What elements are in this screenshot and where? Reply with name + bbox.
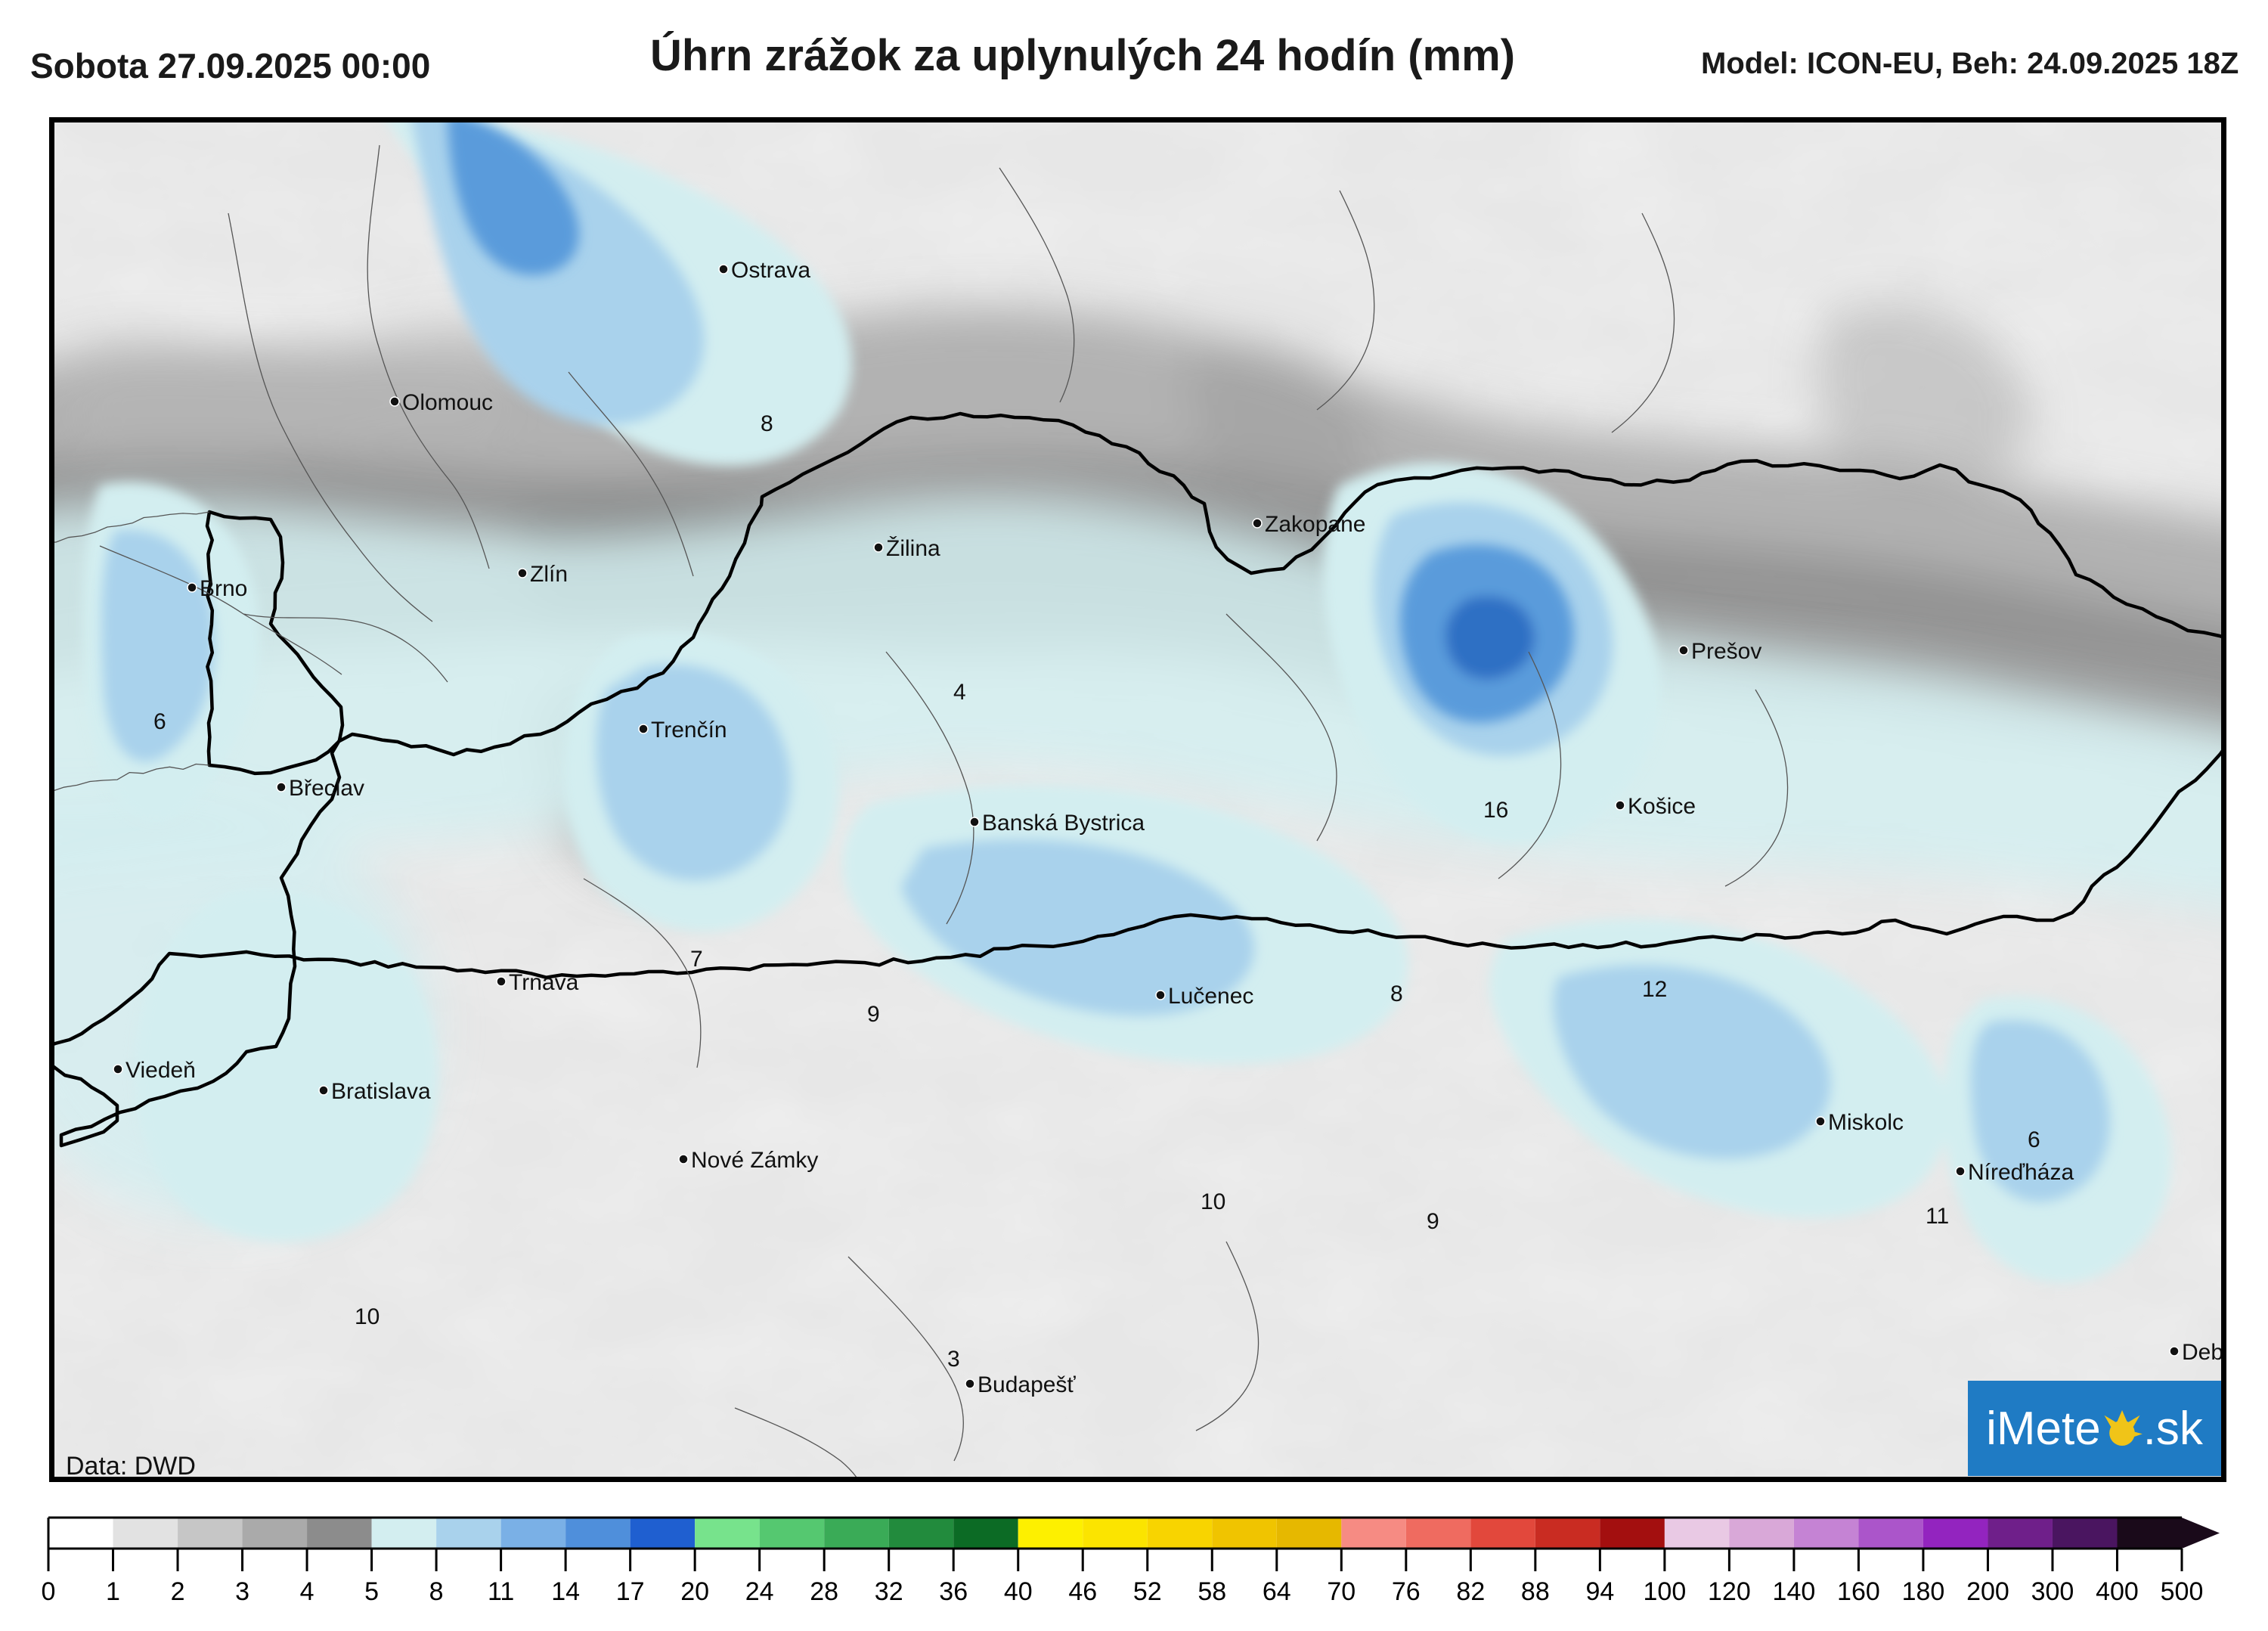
- svg-text:64: 64: [1263, 1577, 1291, 1606]
- svg-text:88: 88: [1521, 1577, 1550, 1606]
- svg-text:76: 76: [1392, 1577, 1421, 1606]
- svg-text:52: 52: [1133, 1577, 1162, 1606]
- svg-text:8: 8: [429, 1577, 444, 1606]
- svg-text:1: 1: [106, 1577, 120, 1606]
- svg-text:32: 32: [875, 1577, 903, 1606]
- svg-text:500: 500: [2161, 1577, 2204, 1606]
- svg-text:2: 2: [171, 1577, 185, 1606]
- svg-text:160: 160: [1837, 1577, 1880, 1606]
- svg-text:46: 46: [1068, 1577, 1097, 1606]
- svg-text:3: 3: [235, 1577, 249, 1606]
- svg-text:120: 120: [1708, 1577, 1751, 1606]
- svg-text:300: 300: [2031, 1577, 2074, 1606]
- svg-text:5: 5: [364, 1577, 379, 1606]
- svg-text:11: 11: [488, 1577, 514, 1606]
- svg-text:70: 70: [1327, 1577, 1356, 1606]
- svg-text:4: 4: [300, 1577, 314, 1606]
- svg-text:100: 100: [1644, 1577, 1687, 1606]
- svg-text:58: 58: [1198, 1577, 1226, 1606]
- svg-text:24: 24: [745, 1577, 774, 1606]
- svg-text:400: 400: [2096, 1577, 2139, 1606]
- svg-text:140: 140: [1773, 1577, 1816, 1606]
- svg-text:40: 40: [1004, 1577, 1033, 1606]
- svg-text:36: 36: [939, 1577, 968, 1606]
- svg-text:180: 180: [1902, 1577, 1945, 1606]
- svg-text:94: 94: [1585, 1577, 1614, 1606]
- svg-text:14: 14: [551, 1577, 580, 1606]
- svg-text:82: 82: [1456, 1577, 1485, 1606]
- svg-text:17: 17: [616, 1577, 645, 1606]
- svg-text:28: 28: [810, 1577, 838, 1606]
- svg-text:200: 200: [1966, 1577, 2009, 1606]
- svg-text:20: 20: [680, 1577, 709, 1606]
- svg-text:0: 0: [42, 1577, 56, 1606]
